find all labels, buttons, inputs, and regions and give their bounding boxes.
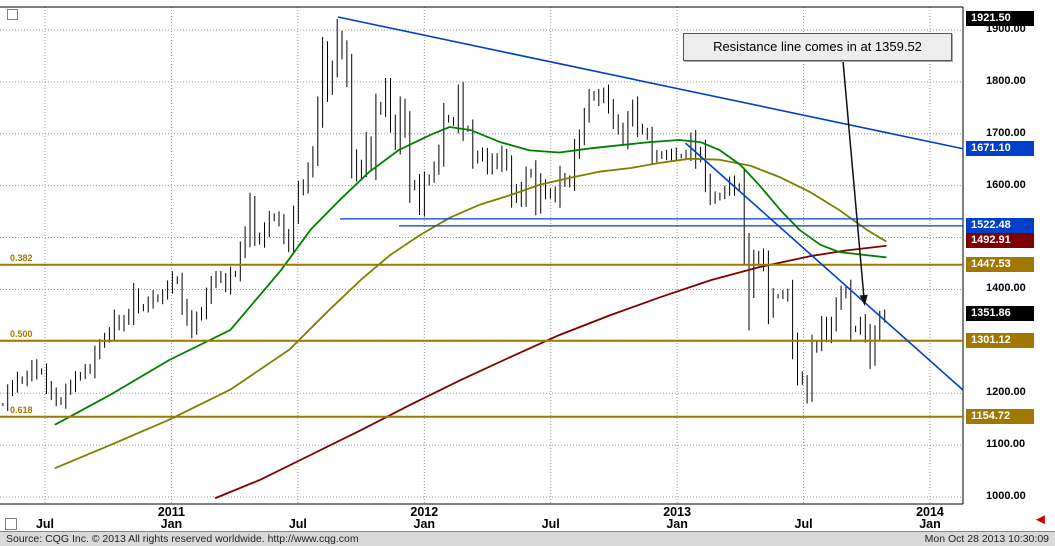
x-axis-month-label: Jan <box>413 517 436 531</box>
fib-ratio-label: 0.382 <box>10 252 33 263</box>
price-label-box: 1351.86 <box>966 306 1034 322</box>
x-axis-year-label: 2013 <box>663 505 692 519</box>
y-axis-tick-label: 1200.00 <box>986 386 1026 399</box>
y-axis-tick-label: 1900.00 <box>986 23 1026 35</box>
chart-marker-box[interactable] <box>7 9 18 20</box>
timestamp: Mon Oct 28 2013 10:30:09 <box>924 533 1049 545</box>
fib-ratio-label: 0.500 <box>10 328 33 339</box>
x-axis-year-label: 2012 <box>410 505 439 519</box>
x-axis-month-label: Jan <box>666 517 688 531</box>
annotation-text: Resistance line comes in at 1359.52 <box>713 39 922 54</box>
x-axis-year-label: 2011 <box>157 505 185 519</box>
axis-marker-box[interactable] <box>5 518 17 530</box>
y-axis-tick-label: 1800.00 <box>986 74 1026 87</box>
price-label-box: 1447.53 <box>966 256 1034 272</box>
y-axis-tick-label: 1600.00 <box>986 178 1026 191</box>
scroll-left-arrow-icon[interactable]: ◄ <box>1033 511 1048 528</box>
fib-ratio-label: 0.618 <box>10 404 33 415</box>
source-text: Source: CQG Inc. © 2013 All rights reser… <box>6 533 359 545</box>
price-chart <box>0 6 964 505</box>
price-label-box: 1301.12 <box>966 332 1034 348</box>
status-bar: Source: CQG Inc. © 2013 All rights reser… <box>0 531 1055 546</box>
price-label-box: 1921.50 <box>966 10 1034 26</box>
y-axis-tick-label: 1700.00 <box>986 126 1026 139</box>
x-axis-month-label: Jan <box>160 517 183 531</box>
y-axis-tick-label: 1000.00 <box>986 490 1026 502</box>
price-label-box: 1154.72 <box>966 408 1034 424</box>
x-axis-month-label: Jan <box>919 517 941 531</box>
annotation-note[interactable]: Resistance line comes in at 1359.52 <box>683 33 952 61</box>
x-axis-month-label: Jul <box>35 517 55 531</box>
price-label-box: 1492.91 <box>966 233 1034 249</box>
x-axis-month-label: Jul <box>541 517 560 531</box>
y-axis-tick-label: 1100.00 <box>986 438 1026 451</box>
x-axis-month-label: Jul <box>288 517 307 531</box>
x-axis-year-label: 2014 <box>916 505 944 519</box>
x-axis-month-label: Jul <box>794 517 813 531</box>
price-label-box: 1522.48 <box>966 217 1034 233</box>
price-label-box: 1671.10 <box>966 140 1034 156</box>
y-axis-tick-label: 1400.00 <box>986 282 1026 295</box>
